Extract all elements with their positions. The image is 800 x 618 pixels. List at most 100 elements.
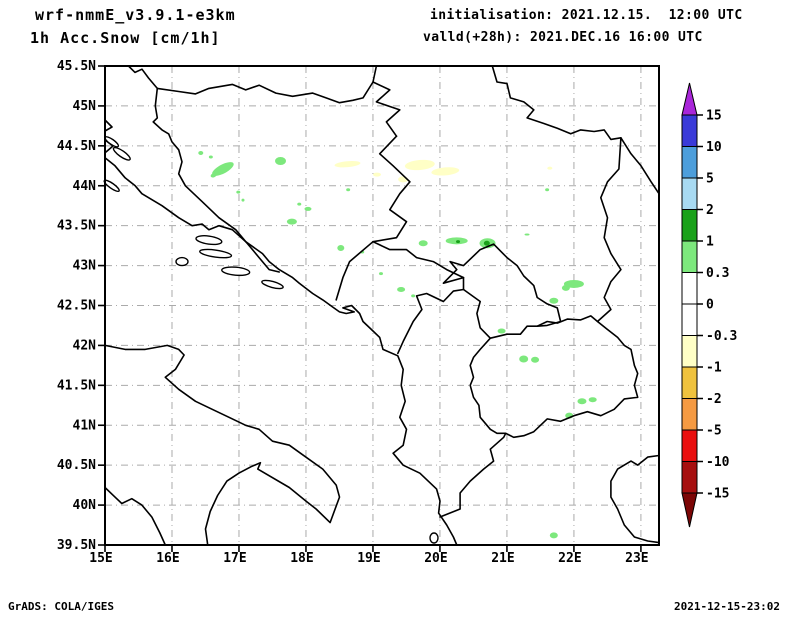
- border-kosovo: [442, 243, 562, 339]
- colorbar-under-arrow: [681, 492, 698, 528]
- colorbar-segment: [681, 335, 698, 368]
- snow-patch: [524, 233, 530, 236]
- snow-patch: [397, 287, 406, 293]
- snow-patch: [334, 160, 361, 168]
- lat-tick-label: 40.5N: [57, 458, 96, 473]
- coastline-greece-aegean: [610, 454, 660, 544]
- lat-tick-label: 43N: [73, 259, 97, 274]
- snow-patch-layer: [198, 151, 597, 539]
- colorbar-segment: [681, 177, 698, 210]
- colorbar: 15 10 5 2 1 0.3 0 -0.3 -1 -2 -5 -10 -15: [681, 82, 737, 528]
- border-macedonia: [469, 315, 639, 439]
- colorbar-over-arrow: [681, 82, 698, 116]
- lat-tick-label: 41N: [73, 418, 97, 433]
- colorbar-tick-label: 2: [706, 203, 714, 218]
- snow-patch: [531, 356, 540, 363]
- snow-patch: [577, 398, 587, 405]
- snow-patch: [561, 284, 570, 291]
- snow-patch: [418, 240, 428, 247]
- snow-patch: [208, 155, 213, 159]
- lat-tick-label: 39.5N: [57, 538, 96, 553]
- snow-patch: [337, 245, 345, 252]
- border-bosnia-west: [152, 87, 280, 273]
- lon-tick-label: 20E: [424, 551, 447, 566]
- snow-patch: [286, 218, 297, 225]
- colorbar-segment: [681, 114, 698, 147]
- render-timestamp: 2021-12-15-23:02: [674, 600, 780, 613]
- border-albania-greece: [439, 432, 507, 518]
- snow-patch: [497, 328, 506, 334]
- grid-layer: [105, 66, 659, 545]
- snow-patch: [563, 279, 584, 288]
- snow-patch: [212, 162, 234, 176]
- colorbar-segment: [681, 303, 698, 336]
- colorbar-tick-label: 0.3: [706, 266, 729, 281]
- snow-patch: [275, 157, 287, 166]
- initialisation-line: initialisation: 2021.12.15. 12:00 UTC: [430, 8, 743, 23]
- island: [199, 248, 233, 259]
- colorbar-segment: [681, 461, 698, 494]
- lon-tick-label: 22E: [558, 551, 581, 566]
- lon-tick-label: 17E: [223, 551, 246, 566]
- border-montenegro-albania: [397, 288, 465, 355]
- colorbar-tick-label: -10: [706, 455, 730, 470]
- colorbar-tick-label: 0: [706, 298, 714, 313]
- snow-patch: [198, 151, 204, 156]
- snow-patch: [372, 172, 381, 177]
- snow-patch: [210, 173, 217, 178]
- snow-patch: [549, 532, 558, 539]
- border-serbia-romania-danube: [491, 65, 660, 195]
- colorbar-tick-label: -5: [706, 424, 722, 439]
- colorbar-tick-label: 15: [706, 109, 722, 124]
- lon-tick-label: 19E: [357, 551, 380, 566]
- adriatic-islands: [103, 136, 439, 544]
- snow-patch: [545, 188, 550, 192]
- border-croatia-serbia-danube: [372, 81, 401, 137]
- valid-time-line: valld(+28h): 2021.DEC.16 16:00 UTC: [423, 30, 703, 45]
- colorbar-tick-label: 1: [706, 235, 714, 250]
- lat-tick-label: 44.5N: [57, 139, 96, 154]
- border-bosnia-montenegro: [335, 240, 374, 301]
- island: [112, 146, 131, 161]
- colorbar-segment: [681, 398, 698, 431]
- coastline-border-layer: [103, 65, 660, 546]
- lat-tick-label: 42N: [73, 338, 97, 353]
- lon-tick-label: 18E: [290, 551, 313, 566]
- snow-patch: [411, 294, 416, 298]
- snow-patch: [547, 166, 553, 170]
- lat-tick-label: 45.5N: [57, 59, 96, 74]
- colorbar-segment: [681, 146, 698, 179]
- island: [195, 235, 223, 246]
- snow-patch: [241, 198, 245, 202]
- colorbar-tick-label: -1: [706, 361, 722, 376]
- lat-tick-label: 45N: [73, 99, 97, 114]
- colorbar-segment: [681, 272, 698, 305]
- colorbar-tick-label: -15: [706, 487, 729, 502]
- border-montenegro-serbia: [372, 240, 465, 279]
- lat-tick-label: 40N: [73, 498, 97, 513]
- coastline-adriatic-east: [104, 157, 458, 546]
- island: [261, 279, 284, 290]
- coastline-italy-tyrrhenian: [104, 486, 167, 546]
- island: [175, 256, 189, 267]
- lon-tick-label: 16E: [156, 551, 179, 566]
- snow-patch: [483, 240, 490, 246]
- snow-patch: [404, 159, 435, 171]
- model-title: wrf-nmmE_v3.9.1-e3km: [35, 6, 236, 24]
- colorbar-segment: [681, 240, 698, 273]
- colorbar-tick-label: 5: [706, 172, 714, 187]
- border-drina-bosnia-serbia: [372, 135, 411, 243]
- grads-credit: GrADS: COLA/IGES: [8, 600, 114, 613]
- snow-patch: [549, 297, 559, 304]
- colorbar-tick-label: 10: [706, 140, 722, 155]
- lon-tick-label: 21E: [491, 551, 514, 566]
- snow-patch: [346, 188, 351, 192]
- lat-tick-label: 43.5N: [57, 219, 96, 234]
- snow-patch: [519, 355, 529, 363]
- axis-layer: 45.5N 45N 44.5N 44N 43.5N 43N 42.5N 42N 41.5N 41N…: [57, 59, 649, 566]
- island: [221, 266, 251, 277]
- lon-tick-label: 15E: [89, 551, 112, 566]
- lat-tick-label: 41.5N: [57, 378, 96, 393]
